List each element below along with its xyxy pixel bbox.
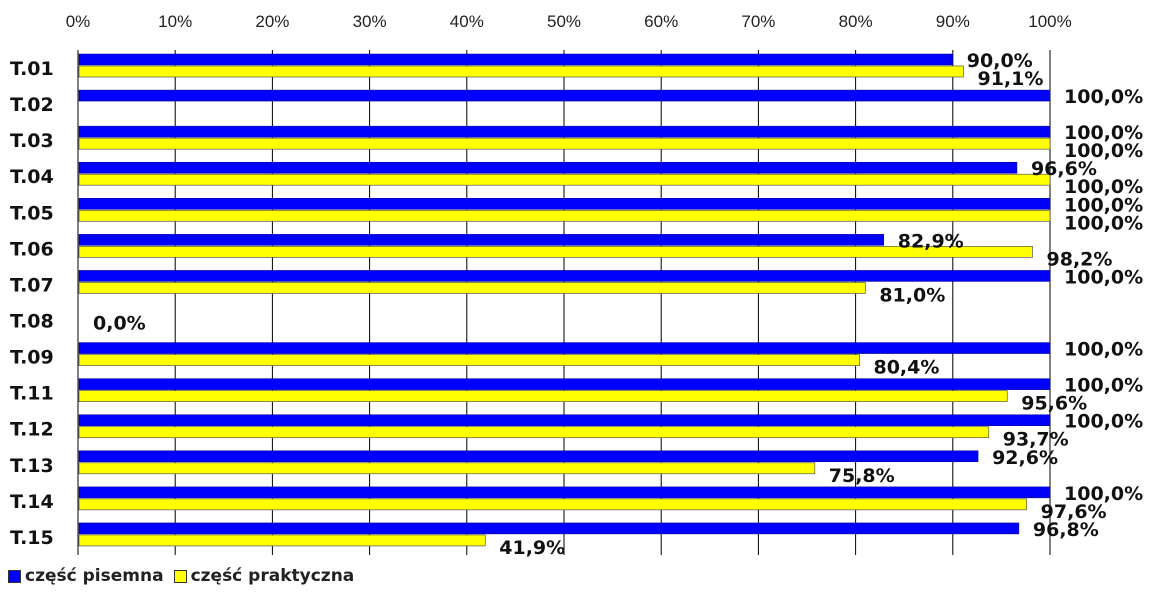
legend-label-pisemna: część pisemna	[25, 566, 164, 586]
bar-pisemna	[78, 414, 1051, 426]
category-label: T.09	[10, 347, 54, 369]
x-tick-label: 50%	[547, 12, 581, 31]
data-label-pisemna: 100,0%	[1064, 86, 1143, 108]
category-labels: T.01 T.02 T.03 T.04 T.05 T.06 T.07 T.08 T.09 T.11…	[10, 58, 54, 549]
bar-praktyczna	[78, 390, 1008, 402]
x-tick-label: 10%	[158, 12, 192, 31]
data-label-pisemna: 100,0%	[1064, 483, 1143, 505]
bar-pisemna	[78, 270, 1051, 282]
data-label-pisemna: 100,0%	[1064, 194, 1143, 216]
category-label: T.13	[10, 455, 54, 477]
data-labels: 90,0%91,1%100,0%100,0%100,0%96,6%100,0%1…	[93, 50, 1143, 559]
data-label-pisemna: 96,6%	[1031, 158, 1097, 180]
bar-pisemna	[78, 378, 1051, 390]
bars	[78, 53, 1051, 547]
legend: część pisemna część praktyczna	[8, 566, 364, 586]
bar-pisemna	[78, 342, 1051, 354]
bar-pisemna	[78, 53, 954, 66]
category-label: T.03	[10, 130, 54, 152]
data-label-pisemna: 0,0%	[93, 313, 146, 335]
x-tick-label: 100%	[1028, 12, 1071, 31]
legend-item-praktyczna: część praktyczna	[173, 566, 355, 586]
data-label-pisemna: 100,0%	[1064, 266, 1143, 288]
legend-swatch-praktyczna	[173, 569, 187, 583]
category-label: T.08	[10, 311, 54, 333]
bar-praktyczna	[78, 354, 860, 366]
data-label-pisemna: 100,0%	[1064, 339, 1143, 361]
bar-pisemna	[78, 198, 1051, 210]
x-tick-label: 70%	[741, 12, 775, 31]
category-label: T.02	[10, 94, 54, 116]
bar-pisemna	[78, 234, 885, 246]
data-label-praktyczna: 98,2%	[1047, 248, 1113, 270]
x-tick-label: 90%	[936, 12, 970, 31]
category-label: T.04	[10, 166, 54, 188]
bar-pisemna	[78, 125, 1051, 138]
x-axis-tick-labels: 0% 10% 20% 30% 40% 50% 60% 70% 80% 90% 100%	[66, 12, 1072, 31]
category-label: T.14	[10, 491, 54, 513]
category-label: T.15	[10, 527, 54, 549]
bar-pisemna	[78, 161, 1018, 174]
data-label-pisemna: 100,0%	[1064, 375, 1143, 397]
bar-praktyczna	[78, 282, 866, 294]
bar-pisemna	[78, 89, 1051, 102]
legend-swatch-pisemna	[8, 569, 21, 583]
category-label: T.11	[10, 383, 54, 405]
x-tick-label: 40%	[450, 12, 484, 31]
bar-praktyczna	[78, 137, 1051, 150]
category-label: T.12	[10, 419, 54, 441]
x-tick-label: 30%	[353, 12, 387, 31]
legend-item-pisemna: część pisemna	[8, 566, 164, 586]
x-tick-label: 20%	[255, 12, 289, 31]
x-tick-label: 60%	[644, 12, 678, 31]
data-label-pisemna: 92,6%	[992, 447, 1058, 469]
legend-label-praktyczna: część praktyczna	[190, 566, 355, 586]
data-label-praktyczna: 93,7%	[1003, 429, 1069, 451]
category-label: T.07	[10, 274, 54, 296]
bar-praktyczna	[78, 65, 964, 78]
data-label-praktyczna: 100,0%	[1064, 140, 1143, 162]
category-label: T.05	[10, 202, 54, 224]
data-label-pisemna: 100,0%	[1064, 122, 1143, 144]
data-label-praktyczna: 41,9%	[499, 537, 565, 559]
data-label-praktyczna: 91,1%	[977, 68, 1043, 90]
data-label-pisemna: 90,0%	[967, 50, 1033, 72]
data-label-praktyczna: 75,8%	[829, 465, 895, 487]
bar-praktyczna	[78, 426, 990, 439]
data-label-praktyczna: 97,6%	[1041, 501, 1107, 523]
bar-praktyczna	[78, 534, 486, 547]
data-label-pisemna: 82,9%	[898, 230, 964, 252]
category-label: T.06	[10, 238, 54, 260]
bar-pisemna	[78, 486, 1051, 499]
data-label-praktyczna: 100,0%	[1064, 212, 1143, 234]
data-label-pisemna: 96,8%	[1033, 519, 1099, 541]
bar-praktyczna	[78, 498, 1028, 511]
bar-pisemna	[78, 450, 979, 463]
data-label-praktyczna: 100,0%	[1064, 176, 1143, 198]
data-label-praktyczna: 95,6%	[1021, 393, 1087, 415]
data-label-praktyczna: 80,4%	[873, 357, 939, 379]
data-label-pisemna: 100,0%	[1064, 411, 1143, 433]
bar-praktyczna	[78, 173, 1051, 186]
bar-praktyczna	[78, 209, 1051, 222]
x-tick-label: 80%	[839, 12, 873, 31]
bar-pisemna	[78, 522, 1020, 535]
bar-praktyczna	[78, 462, 816, 475]
data-label-praktyczna: 81,0%	[879, 284, 945, 306]
bar-praktyczna	[78, 246, 1033, 258]
x-tick-label: 0%	[66, 12, 91, 31]
category-label: T.01	[10, 58, 54, 80]
